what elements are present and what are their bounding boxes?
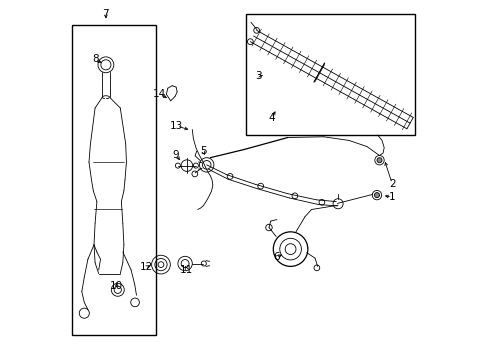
Text: 5: 5 [200,146,206,156]
Circle shape [376,158,381,163]
Text: 6: 6 [272,252,279,262]
Text: 9: 9 [172,150,179,160]
Text: 10: 10 [110,281,123,291]
Bar [72,25,156,335]
Text: 1: 1 [388,192,395,202]
Text: 2: 2 [388,179,395,189]
Text: 11: 11 [180,265,193,275]
Text: 12: 12 [140,262,153,272]
Text: 14: 14 [153,89,166,99]
Bar [246,14,415,135]
Text: 3: 3 [255,71,262,81]
Text: 4: 4 [267,113,274,123]
Circle shape [374,193,379,198]
Text: 8: 8 [92,54,98,64]
Text: 13: 13 [170,121,183,131]
Text: 7: 7 [102,9,109,19]
